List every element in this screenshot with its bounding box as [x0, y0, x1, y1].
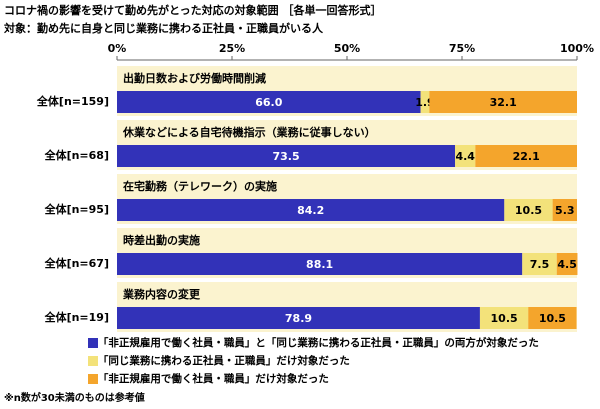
bar-segment — [117, 91, 421, 113]
category-label: 全体[n=67] — [44, 256, 109, 270]
bar-segment — [117, 145, 456, 167]
bar-segment — [420, 91, 430, 113]
value-label: 4.5 — [557, 258, 577, 271]
bar-segment — [504, 199, 553, 221]
value-label: 84.2 — [297, 204, 324, 217]
legend-swatch — [88, 356, 98, 366]
chart-subtitle: 対象：勤め先に自身と同じ業務に携わる正社員・正職員がいる人 — [3, 21, 324, 35]
category-label: 全体[n=159] — [36, 94, 109, 108]
bar-segment — [117, 307, 480, 329]
value-label: 5.3 — [555, 204, 575, 217]
value-label: 10.5 — [539, 312, 566, 325]
group-title: 業務内容の変更 — [122, 287, 201, 301]
bar-segment — [117, 199, 505, 221]
category-label: 全体[n=95] — [44, 202, 109, 216]
value-label: 66.0 — [255, 96, 282, 109]
legend-swatch — [88, 374, 98, 384]
x-tick-label: 0% — [108, 42, 127, 55]
value-label: 10.5 — [515, 204, 542, 217]
value-label: 73.5 — [272, 150, 299, 163]
value-label: 32.1 — [490, 96, 517, 109]
bar-segment — [528, 307, 577, 329]
group-title: 休業などによる自宅待機指示（業務に従事しない） — [122, 125, 376, 139]
value-label: 10.5 — [491, 312, 518, 325]
x-tick-label: 25% — [219, 42, 245, 55]
value-label: 88.1 — [306, 258, 333, 271]
x-tick-label: 75% — [449, 42, 475, 55]
value-label: 22.1 — [513, 150, 540, 163]
group-title: 在宅勤務（テレワーク）の実施 — [123, 179, 277, 193]
group-title: 時差出勤の実施 — [123, 233, 200, 247]
category-label: 全体[n=19] — [44, 310, 109, 324]
x-tick-label: 100% — [560, 42, 594, 55]
value-label: 4.4 — [455, 150, 475, 163]
value-label: 78.9 — [285, 312, 312, 325]
legend-label: ■「非正規雇用で働く社員・職員」と「同じ業務に携わる正社員・正職員」の両方が対象… — [88, 336, 539, 349]
group-title: 出勤日数および労働時間削減 — [123, 71, 266, 85]
bar-segment — [556, 253, 578, 275]
legend-label: ■「同じ業務に携わる正社員・正職員」だけ対象だった — [88, 354, 350, 367]
bar-segment — [479, 307, 529, 329]
value-label: 7.5 — [530, 258, 550, 271]
x-tick-label: 50% — [334, 42, 360, 55]
bar-segment — [552, 199, 577, 221]
legend-label: ■「非正規雇用で働く社員・職員」だけ対象だった — [88, 372, 329, 385]
footnote: ※n数が30未満のものは参考値 — [4, 391, 145, 404]
legend-swatch — [88, 338, 98, 348]
bar-segment — [475, 145, 577, 167]
bar-segment — [455, 145, 476, 167]
bar-segment — [117, 253, 523, 275]
bar-segment — [429, 91, 577, 113]
chart-title: コロナ禍の影響を受けて勤め先がとった対応の対象範囲 ［各単一回答形式］ — [4, 3, 382, 17]
bar-segment — [522, 253, 557, 275]
category-label: 全体[n=68] — [44, 148, 109, 162]
